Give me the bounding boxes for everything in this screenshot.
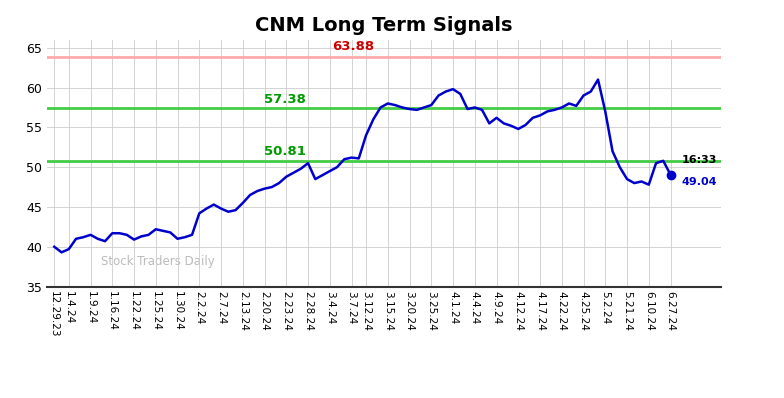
Text: 16:33: 16:33 xyxy=(681,155,717,165)
Text: 49.04: 49.04 xyxy=(681,177,717,187)
Text: 57.38: 57.38 xyxy=(264,93,306,106)
Text: 50.81: 50.81 xyxy=(264,145,306,158)
Title: CNM Long Term Signals: CNM Long Term Signals xyxy=(256,16,513,35)
Text: 63.88: 63.88 xyxy=(332,41,375,53)
Text: Stock Traders Daily: Stock Traders Daily xyxy=(101,256,215,268)
